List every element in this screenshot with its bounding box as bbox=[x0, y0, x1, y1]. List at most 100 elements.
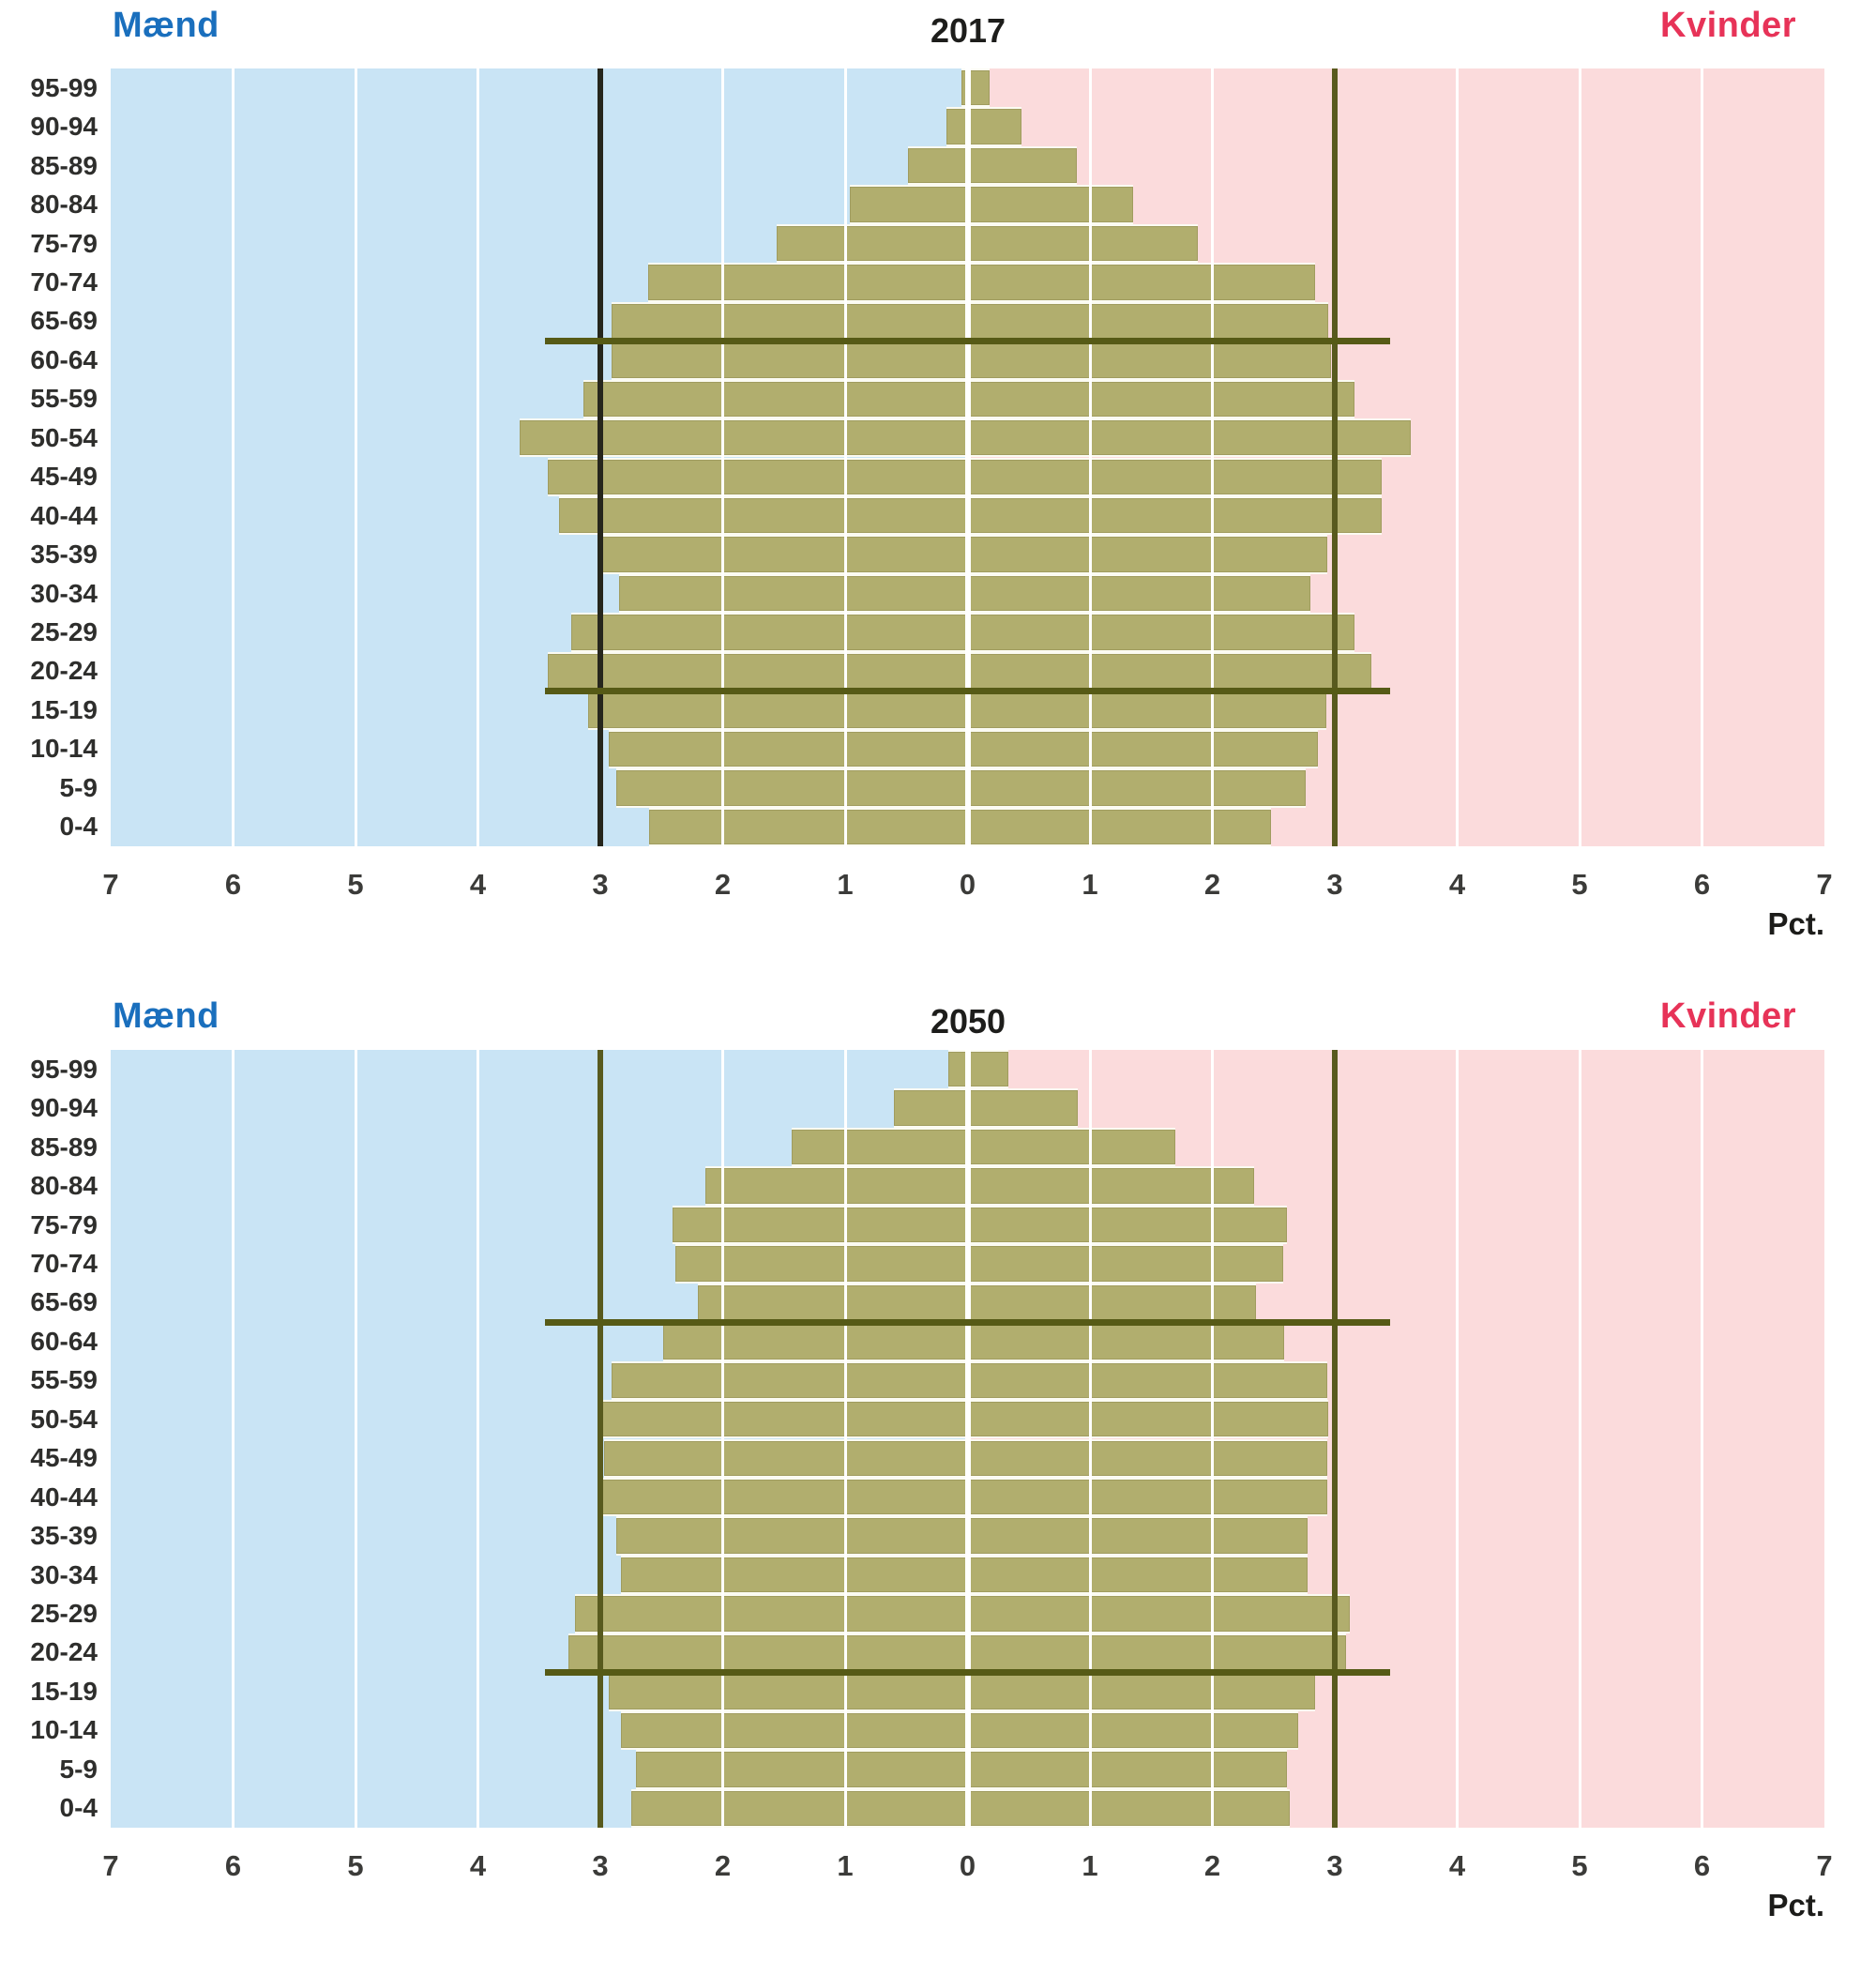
bar-women-45-49 bbox=[967, 1438, 1328, 1478]
age-group-label: 20-24 bbox=[30, 1637, 98, 1667]
age-group-label: 70-74 bbox=[30, 266, 98, 296]
bar-women-70-74 bbox=[967, 1244, 1284, 1284]
x-tick-label: 2 bbox=[714, 1849, 732, 1882]
gridline-6 bbox=[232, 1050, 234, 1828]
age-group-label: 80-84 bbox=[30, 190, 98, 220]
bar-women-65-69 bbox=[967, 301, 1329, 342]
bar-women-80-84 bbox=[967, 1166, 1254, 1206]
bar-men-50-54 bbox=[519, 418, 968, 458]
bar-men-20-24 bbox=[547, 651, 968, 691]
bar-women-85-89 bbox=[967, 1127, 1176, 1167]
bar-women-55-59 bbox=[967, 1360, 1328, 1401]
x-tick-label: 5 bbox=[347, 1849, 364, 1882]
bar-women-95-99 bbox=[967, 68, 990, 108]
age-group-label: 5-9 bbox=[59, 1754, 98, 1784]
age-group-label: 90-94 bbox=[30, 112, 98, 142]
bar-men-60-64 bbox=[662, 1322, 968, 1361]
bar-women-85-89 bbox=[967, 145, 1077, 186]
age-group-label: 85-89 bbox=[30, 1132, 98, 1162]
age-group-label: 10-14 bbox=[30, 1715, 98, 1745]
gridline-2 bbox=[1211, 68, 1214, 846]
x-tick-label: 3 bbox=[592, 868, 609, 901]
men-series-label: Mænd bbox=[113, 996, 219, 1036]
age-group-label: 95-99 bbox=[30, 1054, 98, 1084]
bar-women-45-49 bbox=[967, 457, 1382, 496]
age-group-label: 15-19 bbox=[30, 694, 98, 724]
chart-year-title: 2017 bbox=[930, 11, 1006, 50]
bar-women-5-9 bbox=[967, 768, 1306, 808]
women-series-label: Kvinder bbox=[1660, 996, 1796, 1036]
gridline-4 bbox=[477, 68, 479, 846]
x-tick-label: 1 bbox=[837, 1849, 854, 1882]
gridline-5 bbox=[1578, 1050, 1581, 1828]
bar-men-20-24 bbox=[568, 1633, 968, 1673]
x-tick-label: 0 bbox=[959, 1849, 976, 1882]
bar-men-90-94 bbox=[894, 1088, 968, 1128]
gridline-2 bbox=[1211, 1050, 1214, 1828]
gridline-6 bbox=[232, 68, 234, 846]
bar-women-50-54 bbox=[967, 418, 1411, 458]
x-axis-unit-label: Pct. bbox=[1767, 906, 1824, 941]
bar-women-70-74 bbox=[967, 263, 1316, 302]
x-tick-label: 4 bbox=[1448, 1849, 1466, 1882]
age-group-label: 30-34 bbox=[30, 1559, 98, 1589]
bar-women-35-39 bbox=[967, 1516, 1309, 1556]
age-group-label: 70-74 bbox=[30, 1248, 98, 1278]
gridline-0 bbox=[964, 1050, 971, 1828]
bar-women-55-59 bbox=[967, 379, 1354, 419]
age-group-label: 40-44 bbox=[30, 500, 98, 530]
x-tick-label: 7 bbox=[1816, 868, 1833, 901]
bar-men-35-39 bbox=[615, 1516, 968, 1556]
gridline-1 bbox=[1088, 68, 1092, 846]
age-group-label: 40-44 bbox=[30, 1481, 98, 1512]
bar-women-75-79 bbox=[967, 223, 1198, 264]
age-group-label: 10-14 bbox=[30, 734, 98, 764]
bar-men-70-74 bbox=[647, 263, 968, 302]
reference-line-left bbox=[598, 68, 603, 846]
bar-women-10-14 bbox=[967, 729, 1318, 769]
x-tick-label: 4 bbox=[469, 1849, 487, 1882]
age-group-label: 50-54 bbox=[30, 422, 98, 452]
bar-men-65-69 bbox=[611, 301, 968, 342]
gridline-6 bbox=[1701, 1050, 1703, 1828]
upper-marker-line bbox=[545, 1318, 1390, 1326]
bar-women-80-84 bbox=[967, 185, 1133, 224]
age-group-label: 85-89 bbox=[30, 150, 98, 180]
age-axis: 95-99 90-94 85-89 80-84 75-79 70-74 65-69 60-64… bbox=[0, 68, 103, 846]
bar-men-5-9 bbox=[635, 1750, 968, 1789]
x-tick-label: 0 bbox=[959, 868, 976, 901]
bar-men-60-64 bbox=[611, 341, 968, 380]
gridline-4 bbox=[1456, 68, 1459, 846]
age-group-label: 25-29 bbox=[30, 617, 98, 647]
bar-men-25-29 bbox=[570, 613, 968, 652]
lower-marker-line bbox=[545, 1668, 1390, 1676]
x-tick-label: 2 bbox=[714, 868, 732, 901]
age-group-label: 65-69 bbox=[30, 1287, 98, 1317]
bar-women-50-54 bbox=[967, 1400, 1329, 1439]
bar-women-90-94 bbox=[967, 107, 1021, 146]
bar-men-75-79 bbox=[776, 223, 968, 264]
age-axis: 95-99 90-94 85-89 80-84 75-79 70-74 65-69 60-64… bbox=[0, 1050, 103, 1828]
age-group-label: 45-49 bbox=[30, 462, 98, 492]
bar-women-40-44 bbox=[967, 1477, 1328, 1517]
age-group-label: 55-59 bbox=[30, 1365, 98, 1395]
age-group-label: 80-84 bbox=[30, 1171, 98, 1201]
x-tick-label: 3 bbox=[592, 1849, 609, 1882]
age-group-label: 35-39 bbox=[30, 539, 98, 570]
age-group-label: 55-59 bbox=[30, 384, 98, 414]
gridline-5 bbox=[354, 1050, 357, 1828]
bar-men-85-89 bbox=[907, 145, 968, 186]
x-tick-label: 1 bbox=[1082, 868, 1098, 901]
reference-line-right bbox=[1332, 68, 1338, 846]
pyramid-chart-2050: Mænd 2050 Kvinder 95-99 90-94 85-89 80-84 75… bbox=[0, 990, 1876, 1975]
bar-men-0-4 bbox=[630, 1788, 968, 1828]
x-tick-label: 4 bbox=[469, 868, 487, 901]
x-tick-label: 5 bbox=[1571, 868, 1588, 901]
age-group-label: 5-9 bbox=[59, 772, 98, 802]
age-group-label: 30-34 bbox=[30, 578, 98, 608]
x-tick-label: 2 bbox=[1203, 1849, 1221, 1882]
bar-women-60-64 bbox=[967, 341, 1332, 380]
x-tick-label: 5 bbox=[347, 868, 364, 901]
x-axis: 7 6 5 4 3 2 1 0 1 2 3 4 5 6 7 bbox=[0, 868, 1876, 910]
bar-women-40-44 bbox=[967, 495, 1382, 536]
